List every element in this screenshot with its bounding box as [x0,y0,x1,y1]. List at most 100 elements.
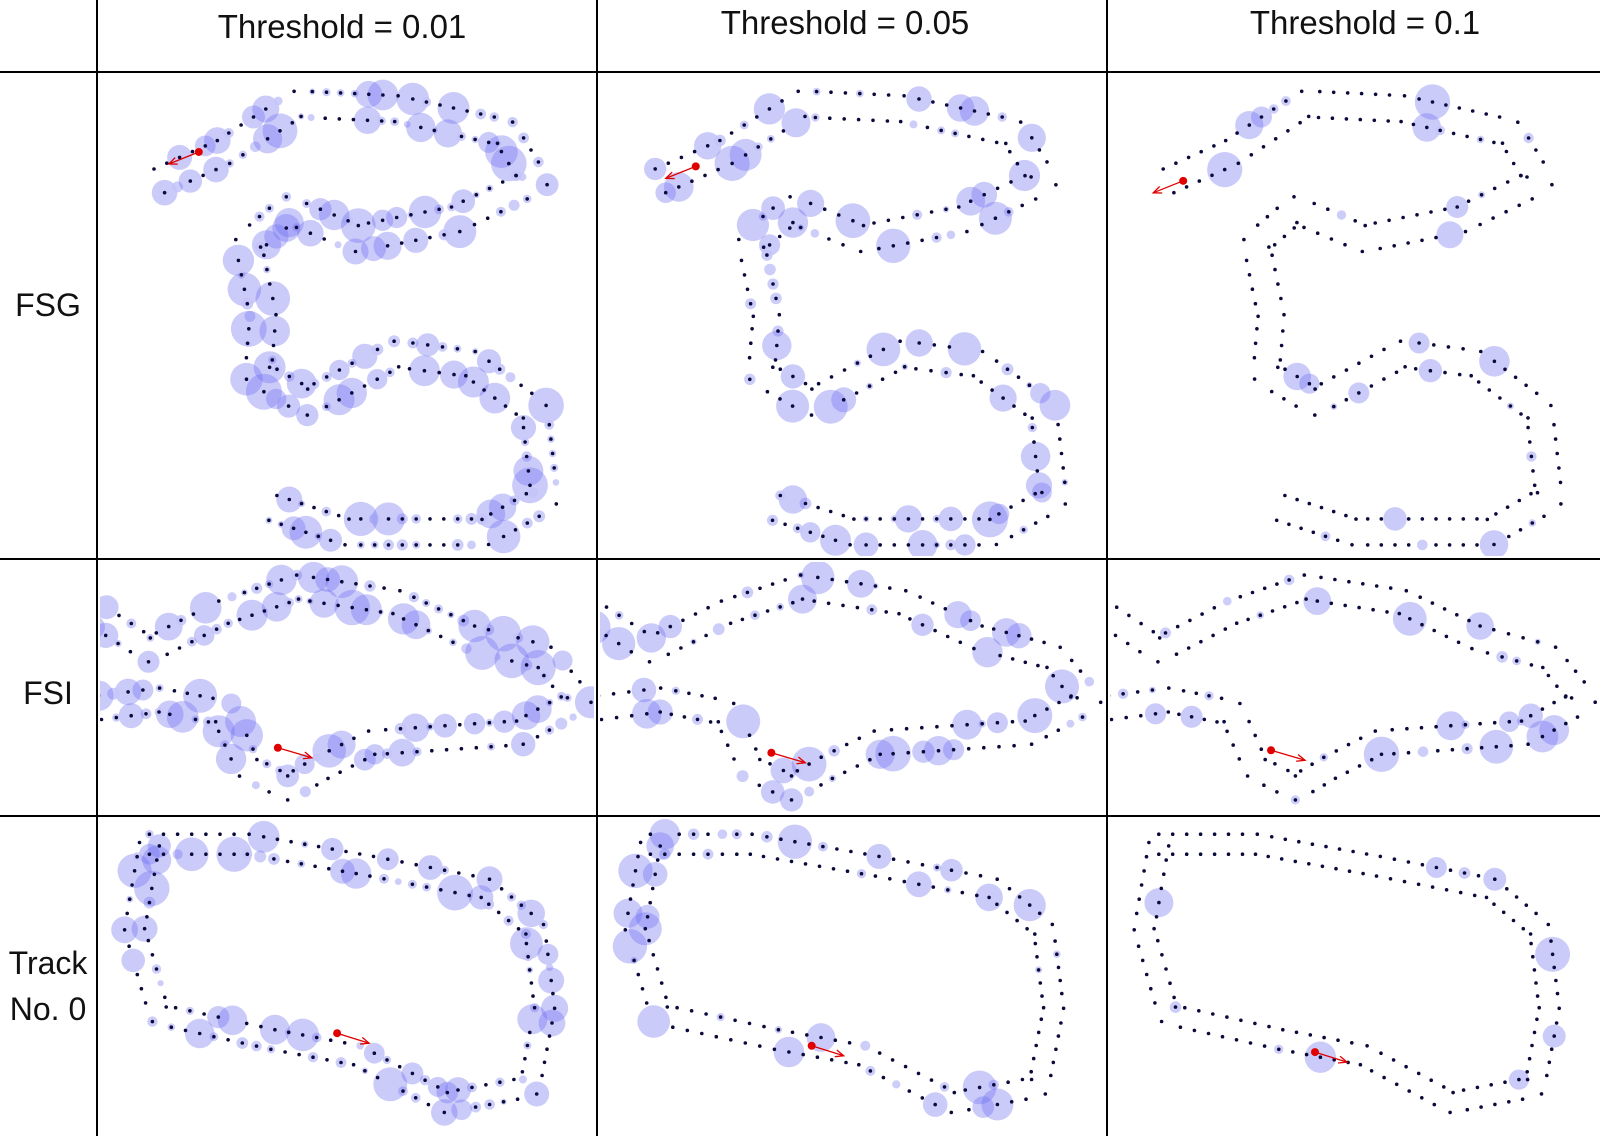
cone-marker [949,517,953,521]
cone-marker [1411,122,1416,127]
cone-marker [1463,722,1468,727]
cone-marker [449,612,453,617]
cone-marker [873,584,878,588]
cone-marker [559,695,563,699]
cone-marker [1518,528,1523,532]
cone-marker [545,1047,549,1051]
attention-circle [804,786,815,797]
cone-marker [540,1073,544,1078]
cone-marker [265,762,269,766]
cone-marker [813,115,818,120]
panel-track0-threshold-0.1 [1132,832,1571,1115]
cone-marker [161,852,166,856]
attention-circle [467,540,476,550]
cone-marker [780,99,784,103]
cone-marker [1461,517,1466,521]
attention-circle [225,706,257,737]
cone-marker [498,1080,502,1084]
cone-marker [396,365,401,369]
cone-marker [963,1088,968,1092]
cone-marker [1558,480,1563,485]
cone-marker [677,852,681,856]
cone-marker [914,367,918,371]
cone-marker [323,116,327,120]
cone-marker [1545,1073,1549,1078]
cone-marker [858,91,862,96]
attention-circle [736,770,749,783]
cone-marker [399,241,404,245]
cone-marker [550,451,555,456]
cone-marker [636,972,641,977]
cone-marker [254,1044,259,1048]
attention-circle [433,119,462,148]
cone-marker [929,1078,934,1082]
cone-marker [1055,952,1059,956]
cone-marker [245,341,250,346]
cone-marker [918,595,922,599]
cone-marker [1040,994,1044,998]
cone-marker [1027,903,1032,907]
cone-marker [1484,112,1488,116]
cone-marker [532,1005,537,1010]
cone-marker [1319,382,1324,386]
cone-marker [967,134,971,139]
cone-marker [1069,694,1073,698]
cone-marker [718,138,722,143]
cone-marker [728,621,733,626]
cone-marker [664,995,668,1000]
cone-marker [286,404,291,408]
cone-marker [831,867,836,871]
cone-marker [529,148,533,152]
cone-marker [1281,329,1285,333]
cone-marker [1212,832,1217,836]
cone-marker [189,852,194,856]
cone-marker [967,1107,971,1112]
cone-marker [129,621,134,626]
cone-marker [693,612,698,616]
cone-marker [777,234,782,239]
cone-marker [1009,1100,1014,1104]
cone-marker [1359,91,1364,96]
cone-marker [915,213,919,217]
cone-marker [1270,253,1274,257]
cone-marker [236,258,241,263]
cone-marker [272,329,277,333]
cone-marker [920,543,925,547]
cone-marker [1521,926,1526,931]
cone-marker [239,123,243,127]
cone-marker [1056,965,1061,970]
cone-marker [1420,238,1424,243]
cone-marker [150,953,155,957]
cone-marker [767,243,772,247]
panel-fsi-threshold-0.05 [600,562,1103,812]
cone-marker [442,543,446,547]
cone-marker [1420,517,1425,521]
cone-marker [1172,995,1176,1000]
cone-marker [690,179,694,183]
cone-marker [1434,724,1438,729]
cone-marker [1416,1071,1421,1076]
cone-marker [1212,852,1217,856]
cone-marker [1253,341,1258,346]
cone-marker [1054,183,1058,187]
cone-marker [1293,774,1298,778]
cone-marker [761,245,766,249]
cone-marker [1033,491,1037,496]
cone-marker [795,769,800,773]
cone-marker [1373,221,1377,225]
cone-marker [1261,145,1266,149]
cone-marker [296,597,301,601]
cone-marker [1565,658,1569,663]
cone-marker [461,618,466,623]
cone-marker [861,223,866,228]
cone-marker [770,790,775,794]
column-header-threshold-0.1: Threshold = 0.1 [1249,4,1481,41]
cone-marker [1124,715,1128,720]
cone-marker [959,372,963,377]
cone-marker [819,783,823,787]
cone-marker [743,1041,748,1045]
cone-marker [537,514,541,519]
cone-marker [524,454,529,459]
cone-marker [271,343,276,348]
cone-marker [1331,90,1336,95]
